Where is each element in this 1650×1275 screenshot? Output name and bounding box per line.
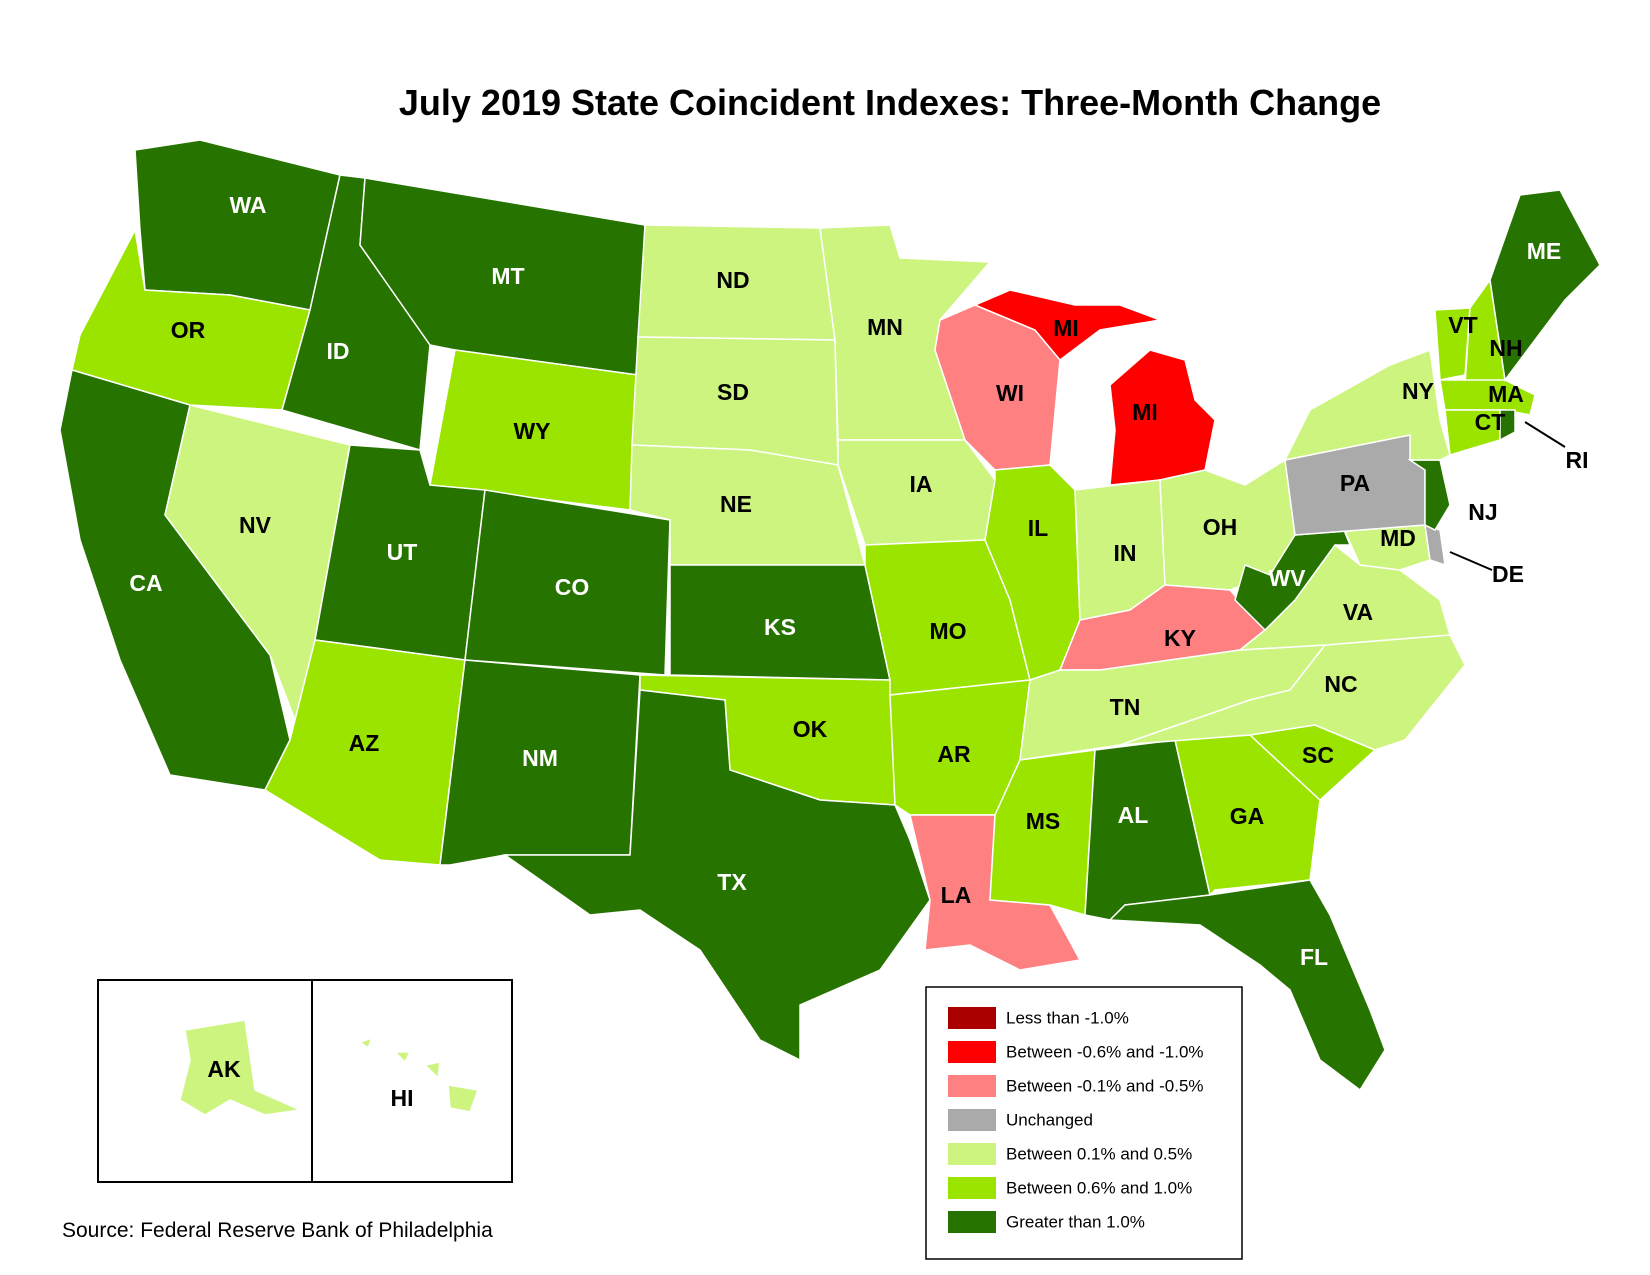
label-ND: ND [716,267,749,293]
state-TX [502,689,931,1062]
state-ME [1489,189,1601,382]
state-NY [1283,348,1451,462]
label-KY: KY [1164,625,1196,651]
label-TX: TX [717,869,747,895]
state-FL [1108,879,1386,1092]
legend-label-gt1: Greater than 1.0% [1006,1212,1145,1231]
label-NM: NM [522,745,558,771]
source-note: Source: Federal Reserve Bank of Philadel… [62,1219,493,1242]
label-UT: UT [387,539,418,565]
label-WA: WA [229,192,266,218]
label-NH: NH [1489,335,1522,361]
inset-frame [97,979,513,1183]
legend-label-pos01_05: Between 0.1% and 0.5% [1006,1144,1192,1163]
leader-RI [1524,421,1566,448]
state-AK [179,1019,303,1116]
legend-label-neg06_neg10: Between -0.6% and -1.0% [1006,1042,1204,1061]
label-OH: OH [1203,514,1238,540]
label-ID: ID [327,338,350,364]
label-NJ: NJ [1468,499,1497,525]
label-CO: CO [555,574,590,600]
legend-swatch-neg01_neg05 [948,1075,996,1097]
label-NC: NC [1324,671,1357,697]
legend-swatch-lt_neg1 [948,1007,996,1029]
label-OK: OK [793,716,828,742]
legend-label-unchanged: Unchanged [1006,1110,1093,1129]
label-MD: MD [1380,525,1416,551]
label-CA: CA [129,570,162,596]
label-VA: VA [1343,599,1373,625]
legend-swatch-pos06_10 [948,1177,996,1199]
label-NE: NE [720,491,752,517]
state-RI [1499,409,1516,442]
label-AZ: AZ [349,730,380,756]
label-TN: TN [1110,694,1141,720]
label-AR: AR [937,741,971,767]
label-CT: CT [1475,409,1506,435]
label-NV: NV [239,512,272,538]
state-labels: WA OR CA ID NV MT WY UT AZ CO NM ND SD N… [129,192,1588,1111]
label-AL: AL [1118,802,1149,828]
label-MA: MA [1488,381,1524,407]
state-HI [358,1036,480,1113]
label-IN: IN [1114,540,1137,566]
label-RI: RI [1566,447,1589,473]
state-NC [1119,634,1466,751]
label-OR: OR [171,317,206,343]
state-MI [973,289,1163,362]
label-NY: NY [1402,378,1434,404]
legend-swatch-pos01_05 [948,1143,996,1165]
legend-swatch-gt1 [948,1211,996,1233]
label-MN: MN [867,314,903,340]
state-WV [1234,519,1352,632]
label-GA: GA [1230,803,1265,829]
label-IL: IL [1028,515,1048,541]
legend: Less than -1.0% Between -0.6% and -1.0% Be… [925,986,1243,1260]
label-AK: AK [207,1056,241,1082]
legend-label-pos06_10: Between 0.6% and 1.0% [1006,1178,1192,1197]
label-VT: VT [1448,312,1477,338]
label-LA: LA [941,882,972,908]
label-IA: IA [910,471,933,497]
label-WI: WI [996,380,1024,406]
states-layer [59,139,1601,1183]
leader-DE [1449,551,1493,571]
label-MI-upper: MI [1053,315,1079,341]
label-SD: SD [717,379,749,405]
legend-swatch-neg06_neg10 [948,1041,996,1063]
label-MI-lower: MI [1132,399,1158,425]
legend-label-lt_neg1: Less than -1.0% [1006,1008,1129,1027]
state-WA [134,139,341,311]
map-title: July 2019 State Coincident Indexes: Thre… [399,82,1381,123]
label-SC: SC [1302,742,1334,768]
label-WV: WV [1268,565,1306,591]
label-KS: KS [764,614,796,640]
state-MI-lower [1109,349,1216,486]
label-MT: MT [491,263,524,289]
label-MO: MO [929,618,966,644]
label-ME: ME [1527,238,1562,264]
legend-label-neg01_neg05: Between -0.1% and -0.5% [1006,1076,1204,1095]
label-MS: MS [1026,808,1061,834]
label-WY: WY [513,418,550,444]
label-DE: DE [1492,561,1524,587]
label-HI: HI [391,1085,414,1111]
label-PA: PA [1340,470,1370,496]
legend-swatch-unchanged [948,1109,996,1131]
label-FL: FL [1300,944,1328,970]
